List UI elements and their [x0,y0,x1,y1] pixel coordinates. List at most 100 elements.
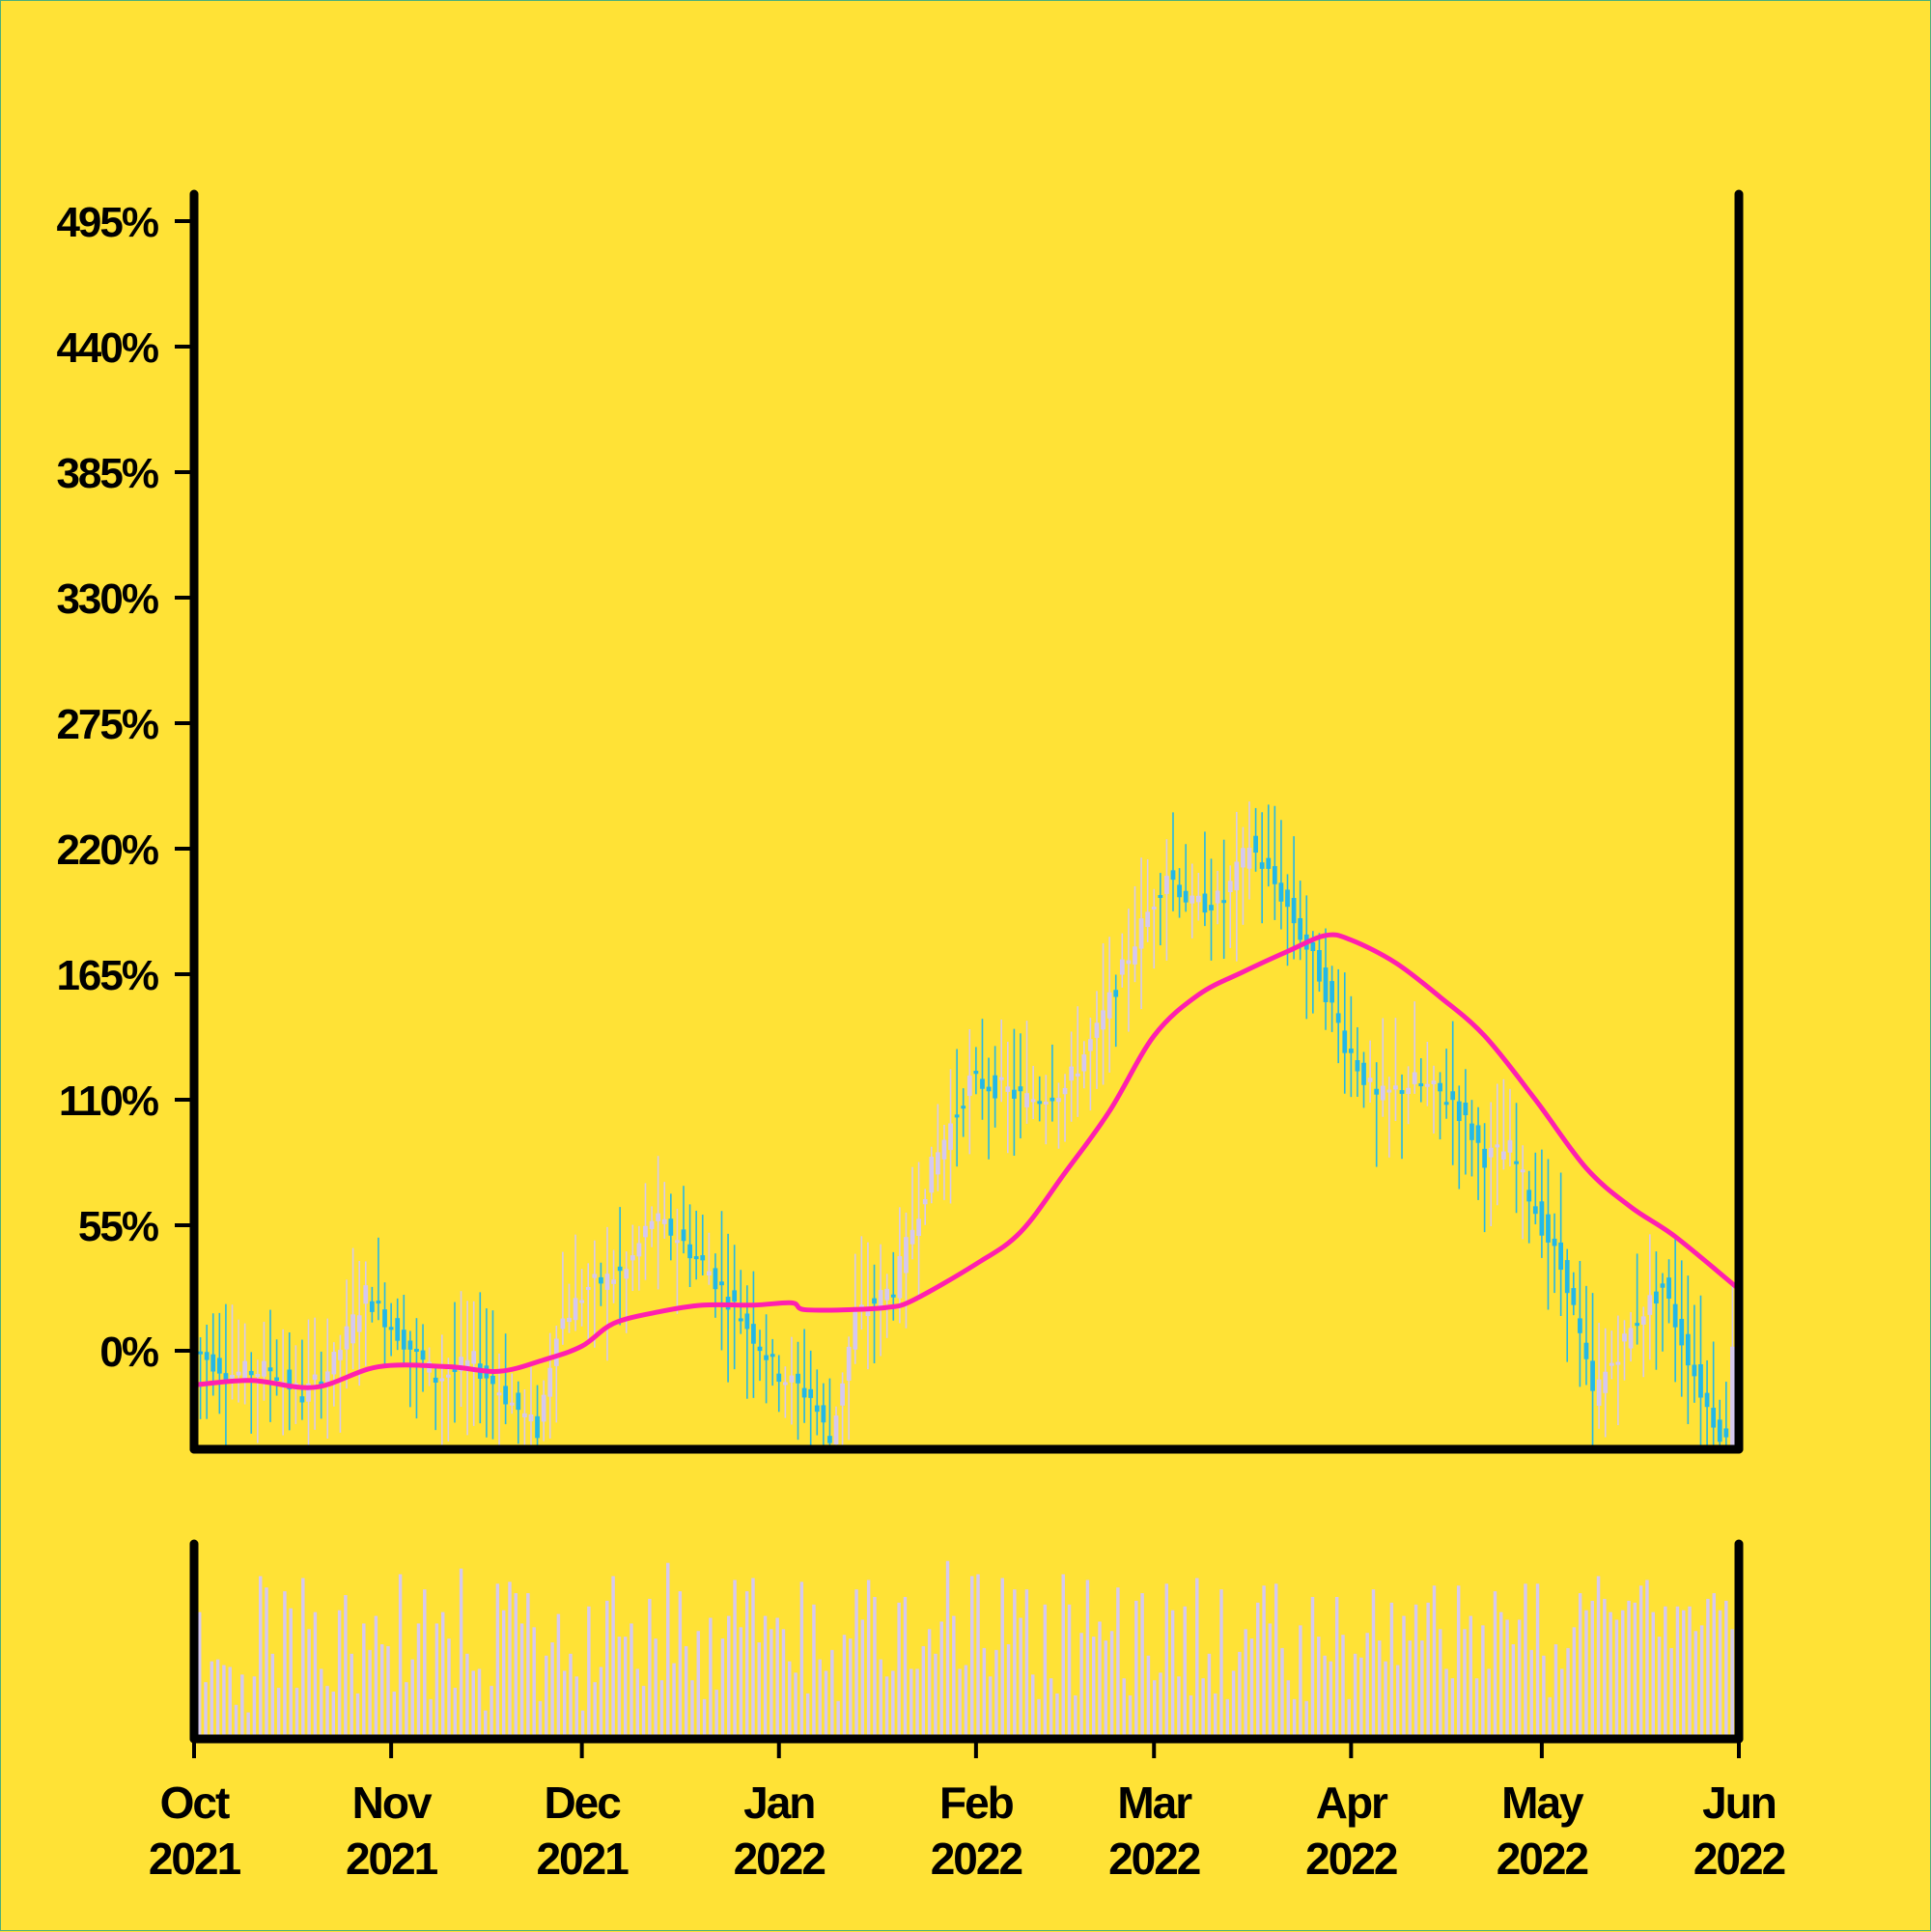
volume-bar [490,1686,493,1739]
candle-body [1406,1087,1411,1094]
candle-body [706,1271,712,1275]
volume-bar [860,1619,865,1739]
candle-body [986,1086,992,1092]
candle-body [388,1327,394,1330]
volume-bar [440,1611,445,1739]
candle-body [1622,1333,1627,1342]
y-tick-label: 330% [56,575,157,623]
volume-bar [1104,1640,1108,1739]
candle-body [503,1386,509,1405]
candle-body [350,1314,355,1344]
candle-body [1672,1303,1678,1328]
candle-body [223,1373,229,1381]
candle-body [1317,949,1322,982]
moving-average-line [194,932,1739,1390]
volume-bar [410,1659,414,1739]
candle-body [1596,1379,1602,1406]
volume-bar [471,1670,475,1739]
candle-body [1456,1101,1462,1122]
volume-bar [1389,1602,1394,1739]
candle-body [1164,876,1169,894]
candle-body [890,1294,896,1298]
candle-body [993,1075,997,1099]
candle-body [941,1139,947,1160]
candle-body [1609,1362,1614,1366]
volume-bar [727,1615,731,1739]
candle-body [1488,1147,1494,1158]
candle-body [1018,1086,1023,1092]
x-tick-label-year: 2022 [1497,1834,1588,1884]
candle-body [1195,895,1201,903]
volume-bar [1013,1589,1017,1739]
volume-bar [1170,1610,1175,1739]
candle-body [1723,1428,1729,1438]
candle-body [1234,861,1240,891]
candle-body [833,1415,839,1444]
candle-body [1266,857,1272,869]
candle-body [1717,1419,1722,1442]
candle-body [858,1304,864,1308]
volume-bar [526,1593,530,1739]
x-tick-label-year: 2022 [734,1834,826,1884]
volume-bar [1353,1653,1357,1739]
candle-body [1227,881,1233,893]
candle-body [1215,890,1220,904]
x-tick-label-month: Nov [352,1778,433,1828]
volume-bar [1378,1640,1382,1739]
volume-bar [1450,1678,1455,1739]
volume-bar [915,1668,919,1739]
volume-bar [294,1688,299,1739]
volume-bar [1055,1693,1059,1739]
volume-bar [1712,1593,1716,1739]
volume-bar [368,1649,372,1739]
candle-body [287,1369,293,1390]
candle-body [1704,1392,1710,1408]
candle-body [1126,960,1132,965]
volume-bar [392,1692,397,1739]
volume-bar [794,1672,798,1739]
volume-bar [678,1591,683,1739]
candle-body [693,1256,699,1260]
volume-bar [1638,1585,1643,1739]
candle-body [236,1371,241,1376]
candle-body [1030,1099,1036,1103]
candle-body [490,1375,495,1385]
candle-body [363,1285,369,1304]
volume-bar [1675,1606,1680,1739]
volume-bar [1456,1585,1461,1739]
candle-body [1348,1049,1354,1053]
volume-bar [884,1676,889,1739]
candle-body [242,1360,248,1381]
volume-bar [1067,1604,1072,1739]
volume-bar [276,1688,281,1739]
volume-bar [1517,1619,1522,1739]
candle-body [770,1354,775,1358]
candle-body [1056,1098,1061,1103]
volume-bar [453,1688,458,1739]
volume-bar [283,1591,287,1739]
x-tick-label-month: Feb [939,1778,1014,1828]
candle-body [382,1309,387,1328]
volume-bar [1310,1597,1315,1739]
candle-body [567,1317,572,1323]
volume-bar [374,1615,378,1739]
candle-body [649,1220,655,1229]
volume-bar [934,1653,938,1739]
volume-bar [1572,1627,1577,1739]
volume-bar [423,1589,427,1739]
volume-bar [405,1682,408,1739]
candle-body [687,1244,692,1259]
volume-bar [484,1710,488,1739]
candle-body [1151,907,1157,910]
volume-bar [1037,1698,1041,1739]
candle-body [1323,967,1329,1002]
candle-body [808,1388,814,1398]
volume-bar [970,1576,974,1739]
volume-bar [313,1611,318,1739]
candle-body [1158,895,1163,899]
candle-body [356,1315,362,1332]
candle-body [446,1374,451,1378]
x-tick-label-year: 2021 [536,1834,629,1884]
candle-body [1075,1073,1080,1077]
candle-body [560,1318,566,1330]
